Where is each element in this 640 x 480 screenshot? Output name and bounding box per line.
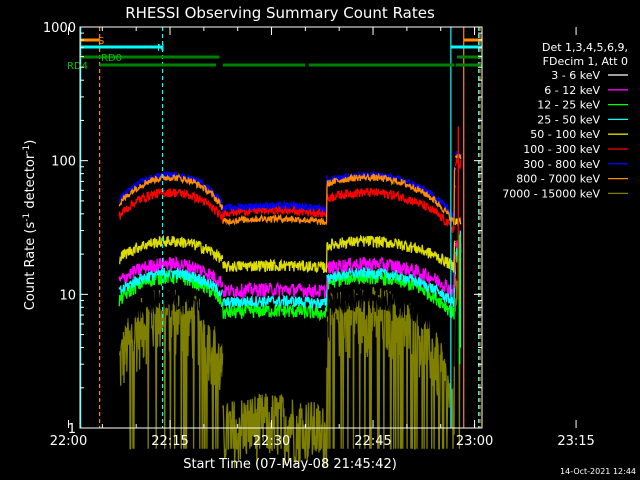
- series-5-segment-2: [326, 185, 457, 233]
- chart-title: RHESSI Observing Summary Count Rates: [125, 4, 435, 22]
- series-4-segment-2: [326, 234, 456, 273]
- legend-label-0: 3 - 6 keV: [551, 69, 600, 82]
- series-2-segment-1: [222, 287, 328, 322]
- y-tick-label-2: 100: [51, 155, 76, 170]
- series-5-segment-0: [118, 187, 224, 223]
- generation-timestamp: 14-Oct-2021 12:44: [560, 467, 636, 476]
- legend-label-4: 50 - 100 keV: [530, 128, 600, 141]
- legend-label-7: 800 - 7000 keV: [516, 173, 600, 186]
- series-0-segment-2: [326, 285, 457, 368]
- x-tick-label-4: 23:00: [456, 434, 493, 449]
- series-1-segment-0: [118, 255, 224, 288]
- series-4-segment-1: [222, 243, 328, 274]
- series-5-segment-1: [222, 186, 328, 220]
- series-0-segment-1: [222, 321, 328, 379]
- flag-label-s: S: [98, 36, 104, 47]
- series-1-segment-2: [326, 254, 457, 296]
- x-axis-label: Start Time (07-May-08 21:45:42): [183, 457, 397, 472]
- legend-label-2: 12 - 25 keV: [537, 99, 600, 112]
- flag-label-rd4: RD4: [67, 61, 88, 72]
- y-tick-label-1: 10: [59, 288, 76, 303]
- series-4-segment-0: [119, 235, 224, 265]
- series-0-segment-0: [118, 287, 224, 346]
- series-8-segment-2: [326, 278, 457, 450]
- series-6-segment-1: [222, 175, 328, 214]
- y-tick-label-0: 1: [68, 422, 76, 437]
- legend-label-6: 300 - 800 keV: [523, 158, 600, 171]
- legend-label-5: 100 - 300 keV: [523, 143, 600, 156]
- legend-label-1: 6 - 12 keV: [544, 84, 600, 97]
- series-8-segment-0: [118, 288, 224, 450]
- series-3-segment-2: [326, 264, 457, 307]
- legend-header-2: FDecim 1, Att 0: [543, 55, 628, 68]
- series-8-segment-1: [222, 357, 328, 469]
- flag-label-rd0: RD0: [101, 53, 122, 64]
- x-tick-label-0: 22:00: [50, 434, 87, 449]
- x-tick-label-2: 22:30: [253, 434, 290, 449]
- plot-frame: [79, 26, 483, 429]
- series-7-segment-2: [326, 166, 456, 226]
- axes: 1 10 100 1000 22:00 22:15 22:30 22:45 23:00 23:15: [43, 21, 595, 449]
- legend: Det 1,3,4,5,6,9, FDecim 1, Att 0 3 - 6 k…: [502, 41, 628, 200]
- series-7-segment-0: [118, 172, 224, 210]
- flag-label-n: N: [157, 43, 164, 54]
- plot-area: S N RD0 RD4: [67, 27, 482, 469]
- series-3-segment-1: [222, 284, 328, 309]
- x-tick-label-1: 22:15: [151, 434, 188, 449]
- y-axis-label: Count Rate (s-1 detector-1): [22, 140, 38, 311]
- series-1-segment-1: [222, 278, 328, 300]
- x-tick-label-5: 23:15: [557, 434, 594, 449]
- x-tick-label-3: 22:45: [354, 434, 391, 449]
- legend-label-3: 25 - 50 keV: [537, 113, 600, 126]
- y-tick-label-3: 1000: [43, 21, 76, 36]
- legend-label-8: 7000 - 15000 keV: [502, 187, 600, 200]
- series-7-segment-1: [222, 186, 328, 227]
- legend-header-1: Det 1,3,4,5,6,9,: [542, 41, 628, 54]
